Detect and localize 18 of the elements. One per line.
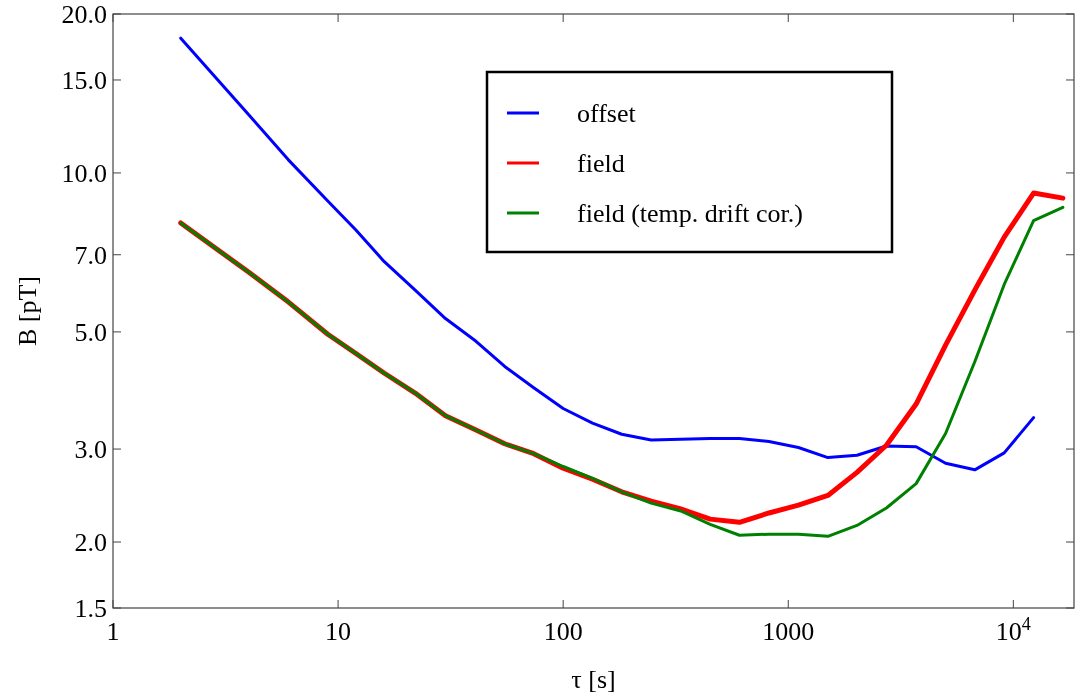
y-axis-title: B [pT] [13,275,42,347]
x-tick-label: 10$^{4}$ [995,614,1031,646]
y-tick-label: 3.0 [74,435,107,465]
x-axis-title: τ [s] [571,665,616,694]
y-tick-label: 2.0 [74,528,107,558]
legend-label: offset [577,99,637,128]
x-tick-label: 10 [325,617,352,646]
y-tick-label: 5.0 [74,317,107,347]
y-tick-label: 7.0 [74,240,107,270]
y-tick-label: 15.0 [61,65,107,95]
x-tick-label: 1000 [762,617,815,646]
x-tick-label: 1 [106,617,120,646]
y-tick-label: 10.0 [61,158,107,188]
x-tick-label: 100 [543,617,583,646]
y-tick-label: 1.5 [74,594,107,623]
y-tick-label: 20.0 [61,0,107,29]
legend-label: field [577,149,625,178]
legend-label: field (temp. drift cor.) [577,199,803,228]
